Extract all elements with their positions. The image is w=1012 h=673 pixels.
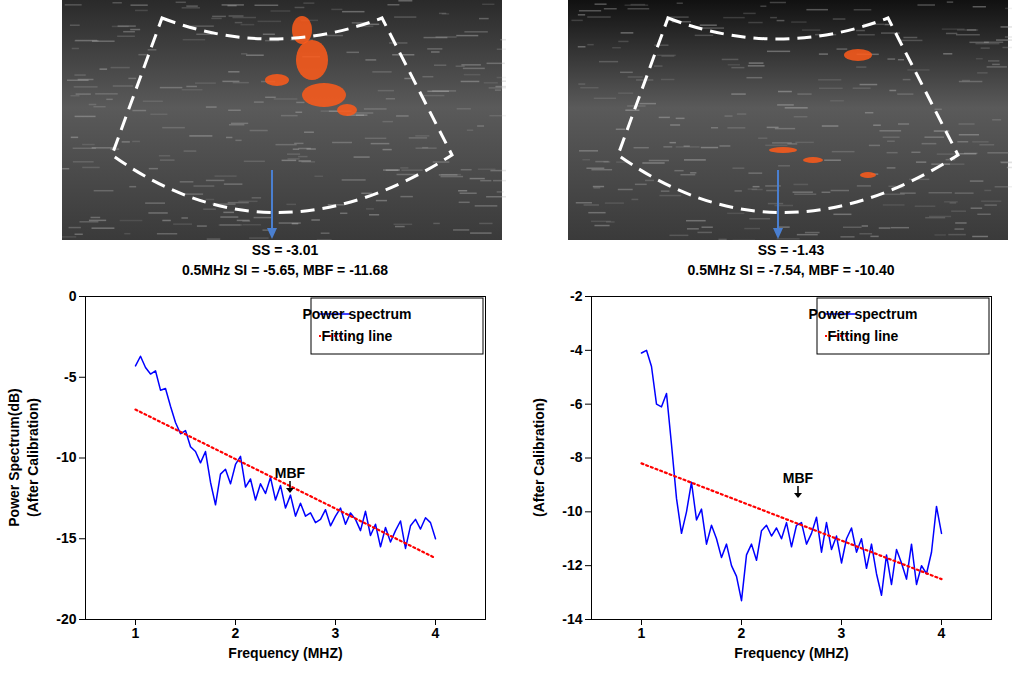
html-text:SS = -3.01: SS = -3.01 [251, 242, 319, 258]
svg-text:Frequency (MHZ): Frequency (MHZ) [734, 645, 848, 661]
svg-text:Fitting line: Fitting line [322, 328, 393, 344]
svg-text:Power spectrum: Power spectrum [809, 306, 918, 322]
svg-text:-5: -5 [64, 369, 77, 385]
svg-text:0: 0 [69, 288, 77, 304]
svg-text:-14: -14 [562, 611, 582, 627]
svg-text:-2: -2 [570, 288, 583, 304]
html-text:0.5MHz SI = -5.65, MBF = -11.6: 0.5MHz SI = -5.65, MBF = -11.68 [181, 262, 389, 278]
svg-text:2: 2 [232, 625, 240, 641]
svg-text:(After Calibration): (After Calibration) [531, 398, 547, 517]
svg-text:-15: -15 [56, 530, 76, 546]
svg-text:-8: -8 [570, 449, 583, 465]
svg-text:-10: -10 [56, 449, 76, 465]
svg-text:3: 3 [838, 625, 846, 641]
svg-text:2: 2 [738, 625, 746, 641]
svg-text:Fitting line: Fitting line [828, 328, 899, 344]
html-text:0.5MHz SI = -7.54, MBF = -10.4: 0.5MHz SI = -7.54, MBF = -10.40 [687, 262, 895, 278]
svg-text:Power Spectrum(dB): Power Spectrum(dB) [6, 388, 22, 526]
svg-text:(After Calibration): (After Calibration) [25, 398, 41, 517]
html-text:SS = -1.43: SS = -1.43 [757, 242, 825, 258]
svg-text:1: 1 [132, 625, 140, 641]
svg-text:1: 1 [638, 625, 646, 641]
svg-text:4: 4 [432, 625, 440, 641]
svg-text:-4: -4 [570, 342, 583, 358]
svg-text:4: 4 [938, 625, 946, 641]
svg-text:-10: -10 [562, 503, 582, 519]
svg-text:Frequency (MHZ): Frequency (MHZ) [228, 645, 342, 661]
svg-text:Power spectrum: Power spectrum [303, 306, 412, 322]
svg-text:3: 3 [332, 625, 340, 641]
svg-text:MBF: MBF [783, 470, 814, 486]
svg-text:-12: -12 [562, 557, 582, 573]
svg-text:-20: -20 [56, 611, 76, 627]
svg-text:MBF: MBF [275, 465, 306, 481]
svg-text:-6: -6 [570, 396, 583, 412]
